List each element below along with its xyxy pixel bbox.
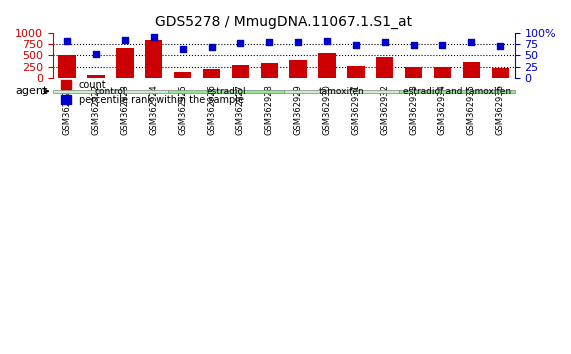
Point <box>409 42 418 47</box>
Bar <box>284 90 399 93</box>
Bar <box>203 69 220 78</box>
Bar <box>260 63 278 78</box>
Point <box>323 38 332 43</box>
Point <box>438 42 447 47</box>
Bar <box>463 62 480 78</box>
Point <box>178 46 187 51</box>
Title: GDS5278 / MmugDNA.11067.1.S1_at: GDS5278 / MmugDNA.11067.1.S1_at <box>155 15 412 29</box>
Point <box>496 44 505 49</box>
Text: estradiol and tamoxifen: estradiol and tamoxifen <box>403 87 511 96</box>
Text: control: control <box>95 87 126 96</box>
Bar <box>347 66 364 78</box>
Bar <box>318 53 336 78</box>
Point <box>63 38 72 43</box>
Bar <box>405 67 423 78</box>
Bar <box>289 59 307 78</box>
Bar <box>399 90 514 93</box>
Text: tamoxifen: tamoxifen <box>319 87 364 96</box>
Point <box>351 42 360 47</box>
Bar <box>87 75 104 78</box>
Bar <box>168 90 284 93</box>
Bar <box>434 67 451 78</box>
Bar <box>232 65 249 78</box>
Point <box>467 40 476 45</box>
Point <box>265 39 274 45</box>
Point <box>207 45 216 50</box>
Bar <box>53 90 168 93</box>
Bar <box>376 57 393 78</box>
Bar <box>492 68 509 78</box>
Text: estradiol: estradiol <box>206 87 246 96</box>
Point <box>380 39 389 45</box>
Point <box>293 39 303 45</box>
Point <box>91 51 100 57</box>
Point <box>149 34 158 40</box>
Text: agent: agent <box>15 86 47 96</box>
Legend: count, percentile rank within the sample: count, percentile rank within the sample <box>58 76 248 109</box>
Bar <box>145 40 162 78</box>
Bar <box>116 48 134 78</box>
Point <box>236 40 245 46</box>
Point <box>120 37 130 42</box>
Bar <box>174 72 191 78</box>
Bar <box>58 56 76 78</box>
